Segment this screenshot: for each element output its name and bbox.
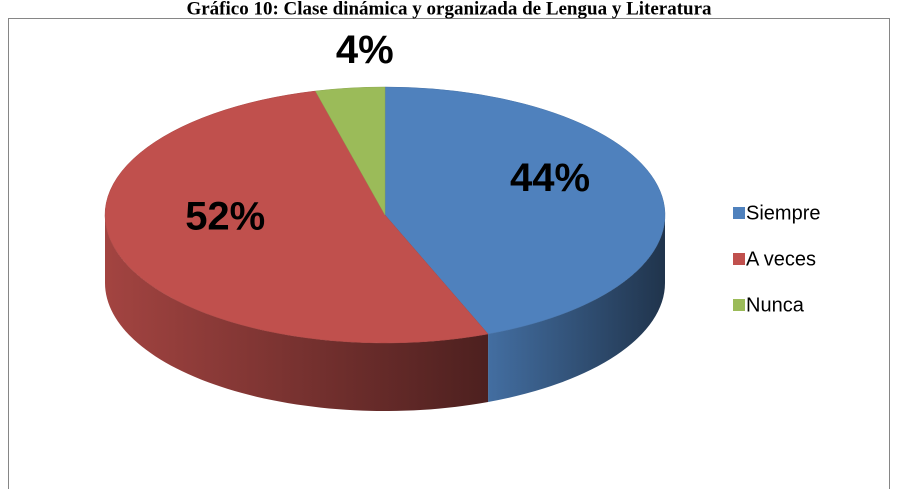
data-label: 4% [336,28,394,72]
legend-label: Nunca [746,294,805,316]
legend-label: A veces [746,248,816,270]
pie-slice [314,86,386,216]
pie-slice [384,86,666,335]
legend-swatch [733,207,745,219]
pie-slice-side [105,215,489,411]
chart-title: Gráfico 10: Clase dinámica y organizada … [186,0,712,19]
data-label: 52% [185,194,265,238]
legend-swatch [733,299,745,311]
legend-label: Siempre [746,202,820,224]
data-label: 44% [510,156,590,200]
pie-slice [104,90,489,344]
legend-swatch [733,253,745,265]
